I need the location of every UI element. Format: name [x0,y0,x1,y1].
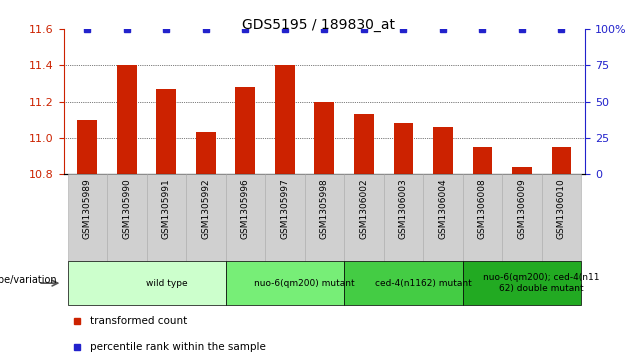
Bar [473,147,492,174]
Bar [314,102,335,174]
Text: ced-4(n1162) mutant: ced-4(n1162) mutant [375,279,471,287]
Bar [394,123,413,174]
FancyBboxPatch shape [265,174,305,261]
FancyBboxPatch shape [226,261,344,305]
Text: nuo-6(qm200); ced-4(n11
62) double mutant: nuo-6(qm200); ced-4(n11 62) double mutan… [483,273,600,293]
Bar [433,127,453,174]
FancyBboxPatch shape [67,261,226,305]
Text: wild type: wild type [146,279,187,287]
Text: GSM1305996: GSM1305996 [241,179,250,239]
Bar [156,89,176,174]
Text: GSM1306004: GSM1306004 [438,179,447,239]
FancyBboxPatch shape [462,174,502,261]
Text: genotype/variation: genotype/variation [0,274,57,285]
Text: GSM1305992: GSM1305992 [202,179,211,239]
Text: GSM1305998: GSM1305998 [320,179,329,239]
Bar [551,147,571,174]
Bar [196,132,216,174]
Text: GSM1306009: GSM1306009 [518,179,527,239]
Bar [235,87,255,174]
FancyBboxPatch shape [67,174,107,261]
Text: GSM1306010: GSM1306010 [557,179,566,239]
Bar [512,167,532,174]
Text: GSM1306003: GSM1306003 [399,179,408,239]
FancyBboxPatch shape [226,174,265,261]
FancyBboxPatch shape [502,174,542,261]
Bar [275,65,294,174]
FancyBboxPatch shape [462,261,581,305]
FancyBboxPatch shape [384,174,423,261]
Bar [78,120,97,174]
Text: nuo-6(qm200) mutant: nuo-6(qm200) mutant [254,279,355,287]
Text: GSM1306008: GSM1306008 [478,179,487,239]
Text: GSM1305990: GSM1305990 [122,179,131,239]
Text: GDS5195 / 189830_at: GDS5195 / 189830_at [242,18,394,32]
FancyBboxPatch shape [542,174,581,261]
FancyBboxPatch shape [344,174,384,261]
Text: transformed count: transformed count [90,316,187,326]
FancyBboxPatch shape [423,174,462,261]
FancyBboxPatch shape [107,174,146,261]
FancyBboxPatch shape [344,261,462,305]
FancyBboxPatch shape [305,174,344,261]
Bar [354,114,374,174]
Text: GSM1305997: GSM1305997 [280,179,289,239]
Text: GSM1305989: GSM1305989 [83,179,92,239]
Text: GSM1305991: GSM1305991 [162,179,171,239]
FancyBboxPatch shape [186,174,226,261]
Bar [117,65,137,174]
FancyBboxPatch shape [146,174,186,261]
Text: GSM1306002: GSM1306002 [359,179,368,239]
Text: percentile rank within the sample: percentile rank within the sample [90,342,266,352]
